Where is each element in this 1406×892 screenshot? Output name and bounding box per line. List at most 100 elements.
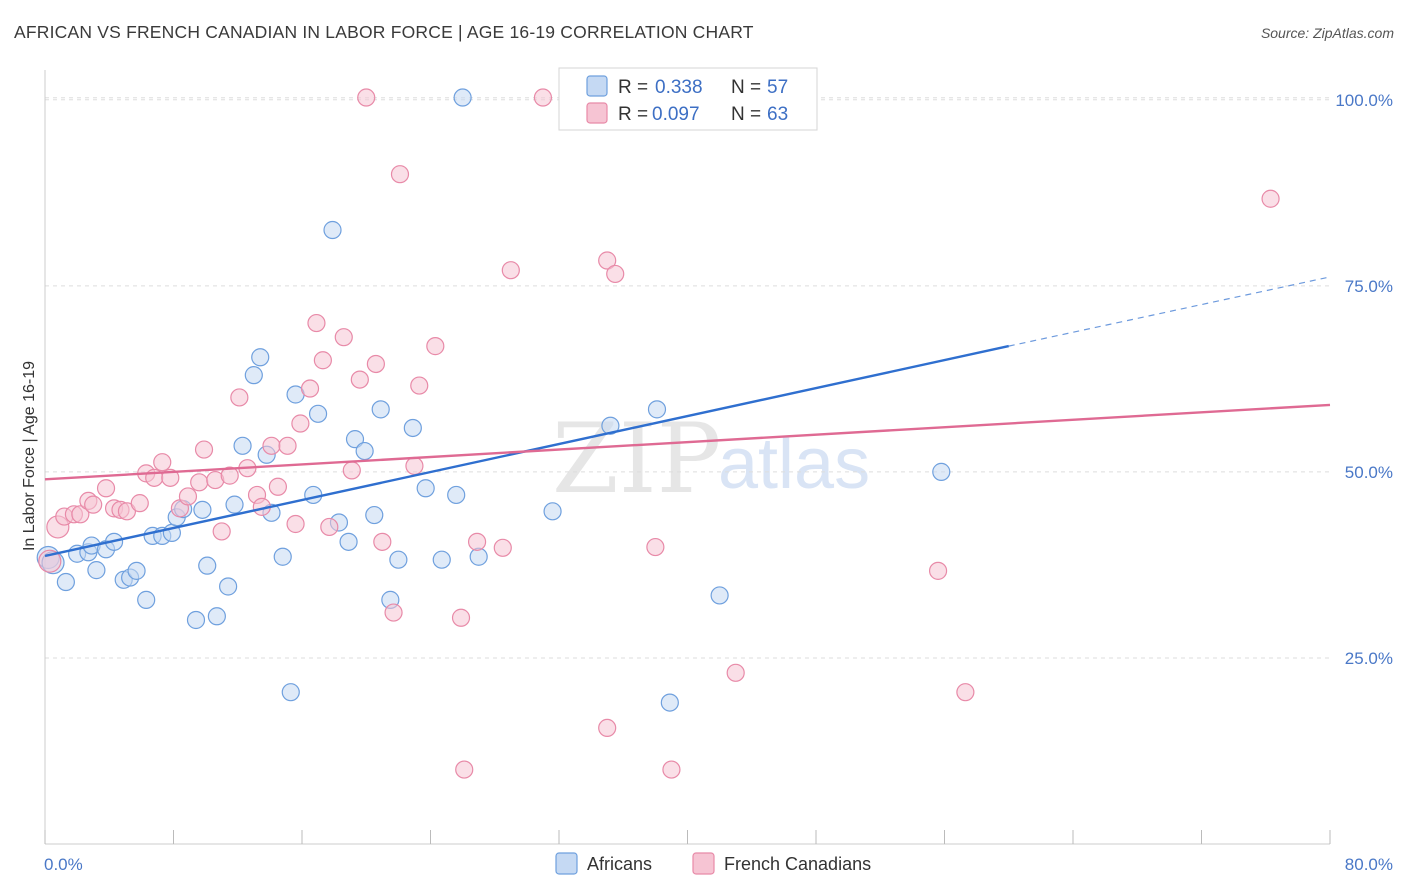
watermark-zip: ZIP	[552, 403, 721, 515]
point-africans	[87, 561, 106, 580]
point-french-canadians	[598, 251, 617, 270]
point-french-canadians	[1261, 189, 1280, 208]
point-africans	[281, 683, 300, 702]
point-africans	[127, 561, 146, 580]
bottom-legend-label-africans: Africans	[587, 854, 652, 874]
x-tick-label: 80.0%	[1345, 855, 1393, 874]
legend-r-label-africans: R =	[618, 77, 648, 98]
point-french-canadians	[291, 414, 310, 433]
point-africans	[233, 436, 252, 455]
point-french-canadians	[161, 468, 180, 487]
point-french-canadians	[350, 370, 369, 389]
chart-title: AFRICAN VS FRENCH CANADIAN IN LABOR FORC…	[14, 22, 754, 42]
legend-r-value-africans: 0.338	[655, 77, 703, 98]
point-africans	[416, 479, 435, 498]
point-french-canadians	[501, 261, 520, 280]
point-french-canadians	[956, 683, 975, 702]
point-french-canadians	[405, 456, 424, 476]
point-africans	[339, 532, 358, 551]
point-africans	[365, 505, 384, 525]
point-africans	[304, 485, 323, 505]
point-africans	[251, 348, 270, 367]
watermark: ZIP atlas	[552, 403, 870, 515]
x-tick-label: 0.0%	[44, 855, 83, 874]
tick-labels: 25.0% 50.0% 75.0% 100.0% 0.0% 80.0%	[44, 91, 1393, 874]
point-french-canadians	[212, 522, 231, 541]
point-french-canadians	[268, 477, 288, 496]
point-french-canadians	[390, 165, 410, 184]
legend-r-value-french-canadians: 0.097	[652, 104, 700, 125]
point-french-canadians	[178, 487, 198, 506]
point-french-canadians	[455, 760, 474, 779]
trend-lines	[44, 276, 1331, 558]
point-africans	[273, 547, 292, 566]
point-french-canadians	[598, 718, 617, 738]
point-french-canadians	[117, 502, 137, 521]
point-french-canadians	[130, 494, 149, 513]
gridlines	[45, 97, 1330, 659]
y-tick-label: 50.0%	[1345, 463, 1393, 482]
point-africans	[453, 88, 472, 107]
point-french-canadians	[366, 354, 385, 374]
trend-line-french-canadians	[44, 403, 1331, 481]
point-africans	[219, 577, 238, 596]
point-french-canadians	[84, 495, 103, 514]
point-french-canadians	[230, 388, 249, 407]
stats-legend: R = 0.338 N = 57 R = 0.097 N = 63	[558, 67, 818, 131]
y-tick-label: 100.0%	[1335, 91, 1393, 110]
point-africans	[56, 572, 75, 592]
bottom-legend-label-french-canadians: French Canadians	[724, 854, 871, 874]
point-french-canadians	[71, 505, 90, 524]
point-french-canadians	[342, 461, 361, 480]
point-africans	[198, 556, 217, 575]
point-africans	[432, 550, 451, 569]
point-africans	[355, 441, 374, 461]
series-africans	[36, 88, 951, 712]
point-africans	[647, 400, 667, 419]
point-french-canadians	[153, 453, 172, 472]
point-french-canadians	[320, 517, 339, 537]
point-french-canadians	[467, 532, 487, 551]
point-french-canadians	[426, 337, 445, 356]
point-africans	[932, 462, 951, 481]
point-french-canadians	[357, 88, 376, 107]
point-french-canadians	[410, 376, 429, 395]
legend-swatch-french-canadians	[586, 102, 608, 124]
bottom-legend-swatch-africans	[555, 852, 578, 875]
point-africans	[447, 485, 466, 505]
point-french-canadians	[726, 663, 745, 682]
point-africans	[710, 586, 729, 605]
point-french-canadians	[38, 549, 62, 573]
point-french-canadians	[220, 466, 239, 485]
point-africans	[371, 400, 390, 419]
y-tick-label: 75.0%	[1345, 277, 1393, 296]
point-french-canadians	[278, 436, 297, 455]
point-africans	[186, 610, 206, 630]
point-africans	[323, 220, 342, 240]
point-french-canadians	[493, 538, 512, 557]
watermark-atlas: atlas	[718, 424, 870, 504]
point-africans	[345, 430, 365, 449]
point-africans	[137, 590, 156, 609]
point-africans	[403, 418, 422, 438]
point-africans	[225, 495, 244, 514]
point-french-canadians	[384, 603, 403, 622]
point-french-canadians	[190, 473, 209, 492]
point-french-canadians	[373, 532, 392, 551]
point-africans	[207, 607, 226, 626]
point-french-canadians	[262, 436, 281, 455]
point-french-canadians	[300, 379, 320, 398]
legend-n-value-french-canadians: 63	[767, 104, 788, 125]
point-africans	[193, 500, 212, 519]
legend-n-label-africans: N =	[731, 77, 761, 98]
series-legend: Africans French Canadians	[555, 852, 871, 875]
point-africans	[543, 502, 562, 521]
point-africans	[308, 404, 328, 423]
point-french-canadians	[533, 88, 553, 107]
point-french-canadians	[96, 479, 116, 498]
y-axis-title: In Labor Force | Age 16-19	[21, 361, 38, 551]
point-french-canadians	[334, 328, 353, 347]
point-africans	[244, 366, 263, 385]
point-africans	[660, 693, 679, 712]
